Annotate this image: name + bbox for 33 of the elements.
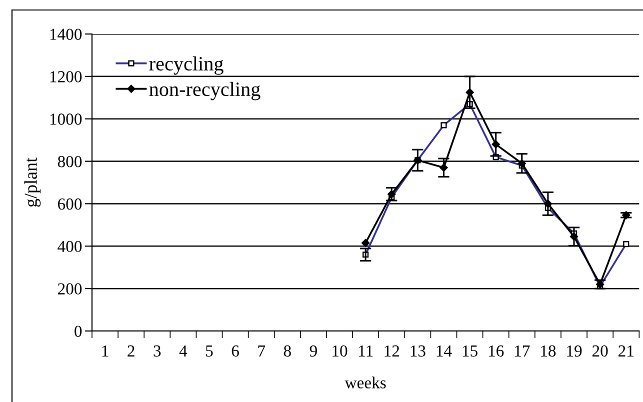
x-tick-label: 17 bbox=[515, 345, 530, 356]
x-tick-label: 10 bbox=[332, 345, 348, 357]
y-tick-label: 200 bbox=[58, 283, 82, 295]
y-tick-label: 1400 bbox=[50, 28, 82, 40]
x-tick-label: 9 bbox=[310, 345, 317, 357]
x-tick-label: 5 bbox=[206, 346, 213, 357]
x-tick-label: 19 bbox=[567, 345, 582, 357]
x-tick-label: 20 bbox=[592, 345, 608, 357]
x-tick-label: 1 bbox=[102, 345, 108, 356]
x-axis-title: weeks bbox=[344, 376, 386, 388]
y-tick-label: 1000 bbox=[50, 114, 82, 125]
x-tick-label: 21 bbox=[618, 345, 634, 356]
x-tick-label: 8 bbox=[284, 345, 291, 357]
x-tick-label: 4 bbox=[179, 345, 188, 356]
x-tick-label: 15 bbox=[462, 345, 478, 357]
legend-label: recycling bbox=[149, 56, 224, 75]
x-tick-label: 16 bbox=[488, 345, 504, 357]
y-tick-label: 800 bbox=[58, 156, 82, 168]
x-tick-label: 18 bbox=[541, 345, 556, 357]
y-axis-title: g/plant bbox=[24, 158, 41, 207]
x-tick-label: 3 bbox=[154, 345, 161, 357]
y-tick-label: 1200 bbox=[50, 71, 82, 82]
x-tick-label: 6 bbox=[232, 345, 239, 357]
x-tick-label: 14 bbox=[436, 345, 452, 356]
x-tick-label: 11 bbox=[359, 345, 373, 356]
y-tick-label: 0 bbox=[74, 326, 82, 337]
x-tick-label: 2 bbox=[128, 345, 134, 356]
x-tick-label: 12 bbox=[384, 345, 400, 356]
x-tick-label: 7 bbox=[258, 346, 266, 356]
y-tick-label: 600 bbox=[58, 198, 82, 210]
x-tick-label: 13 bbox=[410, 345, 426, 357]
y-tick-label: 400 bbox=[58, 240, 82, 252]
legend-label: non-recycling bbox=[149, 82, 260, 100]
